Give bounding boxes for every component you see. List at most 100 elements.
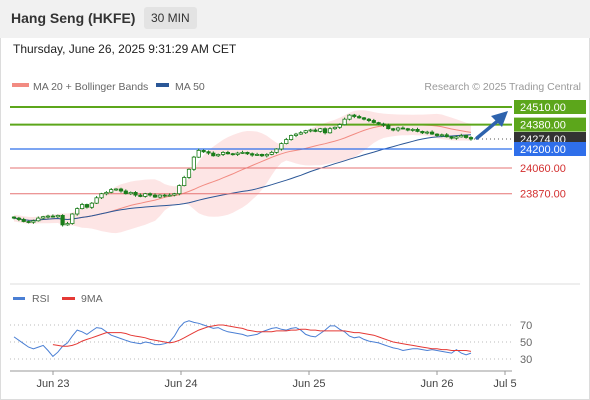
- candle-body: [94, 197, 99, 204]
- timeframe-badge[interactable]: 30 MIN: [144, 7, 197, 29]
- candle-body: [288, 135, 294, 140]
- candle-body: [162, 194, 167, 197]
- rsi-legend: RSI 9MA: [13, 293, 103, 305]
- candle-body: [444, 134, 449, 138]
- candle-body: [240, 151, 245, 154]
- candle-body: [109, 189, 114, 193]
- candle-body: [332, 126, 338, 130]
- candle-body: [55, 214, 60, 218]
- candle-body: [118, 188, 124, 192]
- header-bar: Hang Seng (HKFE) 30 MIN: [0, 0, 590, 38]
- candle-body: [128, 191, 133, 195]
- rsi-panel: 70 50 30: [10, 320, 532, 366]
- x-tick-label: Jun 25: [292, 378, 325, 390]
- rsi-legend-label: RSI: [32, 293, 50, 305]
- candle-body: [361, 117, 367, 120]
- candle-body: [264, 153, 269, 157]
- candle-body: [138, 194, 143, 197]
- candle-body: [463, 135, 469, 138]
- rsi-tick-70: 70: [520, 320, 532, 332]
- candle-body: [31, 220, 36, 223]
- x-tick-label: Jun 23: [36, 378, 69, 390]
- candle-body: [186, 168, 192, 178]
- candle-body: [104, 191, 109, 195]
- candle-body: [245, 151, 250, 155]
- candle-body: [376, 122, 381, 125]
- candle-body: [182, 177, 187, 187]
- candle-body: [425, 131, 430, 134]
- main-legend: MA 20 + Bollinger Bands MA 50 Research ©…: [12, 81, 581, 93]
- arrow-head: [491, 111, 508, 127]
- candle-body: [211, 152, 216, 157]
- candle-body: [381, 123, 386, 126]
- level-labels: 24510.0024380.0024274.0024200.0024060.00…: [514, 100, 586, 201]
- candle-body: [201, 149, 206, 153]
- chart-datetime: Thursday, June 26, 2025 9:31:29 AM CET: [13, 42, 237, 56]
- candle-body: [459, 135, 464, 138]
- candle-body: [41, 216, 46, 219]
- candle-body: [16, 217, 22, 220]
- candle-body: [152, 194, 158, 198]
- candle-body: [123, 190, 128, 195]
- arrow-shaft: [475, 117, 502, 140]
- rsi-9ma-line: [52, 324, 472, 352]
- candle-body: [21, 219, 26, 222]
- candle-body: [357, 116, 362, 119]
- candle-body: [415, 128, 420, 132]
- x-tick-label: Jul 5: [493, 378, 516, 390]
- rsi-line: [13, 320, 472, 358]
- ma50-line: [13, 134, 472, 221]
- level-tag-24200.00: [514, 142, 586, 156]
- candle-body: [347, 114, 352, 120]
- candle-body: [254, 153, 260, 156]
- ma50-legend-swatch: [156, 83, 169, 87]
- candle-body: [269, 151, 274, 155]
- candle-body: [172, 193, 177, 196]
- candle-body: [337, 124, 342, 128]
- candle-body: [449, 136, 454, 139]
- x-tick-label: Jun 26: [420, 378, 453, 390]
- candle-body: [89, 202, 94, 208]
- candle-body: [206, 151, 211, 154]
- candle-body: [298, 132, 303, 135]
- candle-body: [386, 124, 391, 130]
- candle-body: [293, 133, 299, 136]
- candle-body: [429, 131, 435, 135]
- candle-body: [400, 127, 406, 130]
- rsi-ma-legend-label: 9MA: [81, 293, 103, 305]
- rsi-tick-50: 50: [520, 337, 532, 349]
- candle-body: [274, 148, 279, 153]
- candle-body: [327, 128, 333, 134]
- candle-body: [143, 193, 148, 197]
- ma50-legend-label: MA 50: [175, 81, 205, 93]
- x-tick-label: Jun 24: [164, 378, 197, 390]
- candle-body: [322, 128, 328, 134]
- candle-body: [468, 137, 474, 140]
- candle-body: [318, 128, 323, 132]
- candle-body: [250, 153, 255, 156]
- candle-body: [279, 143, 284, 150]
- candle-body: [342, 118, 347, 125]
- candle-body: [50, 215, 56, 218]
- candle-body: [26, 221, 31, 223]
- candle-body: [75, 208, 80, 215]
- candle-body: [60, 214, 65, 226]
- x-axis: Jun 23 Jun 24 Jun 25 Jun 26 Jul 5: [36, 371, 517, 390]
- candle-body: [366, 118, 372, 121]
- candle-body: [439, 134, 444, 137]
- candle-body: [70, 213, 75, 224]
- candles: [11, 113, 474, 227]
- candle-body: [434, 133, 440, 136]
- bollinger-band-area: [14, 110, 471, 234]
- direction-arrow: [475, 111, 508, 140]
- candle-body: [36, 217, 41, 222]
- level-label-23870.00: 23870.00: [520, 189, 566, 201]
- candle-body: [220, 151, 226, 155]
- chart-title: Hang Seng (HKFE): [11, 10, 136, 26]
- candle-body: [45, 215, 51, 218]
- ma20-legend-label: MA 20 + Bollinger Bands: [33, 81, 148, 93]
- research-credit: Research © 2025 Trading Central: [424, 81, 581, 93]
- candle-body: [177, 185, 182, 195]
- candle-body: [313, 129, 318, 132]
